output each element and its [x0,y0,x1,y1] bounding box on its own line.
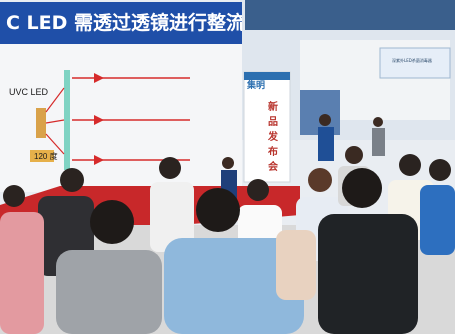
ray-arrow [94,73,104,83]
ray-line [45,87,65,113]
ceiling [245,0,455,30]
ray-line [45,119,65,124]
ray-arrow [94,115,104,125]
angle-box [30,150,54,162]
booth-sign: 深紫外LED杀菌消毒器 [392,58,432,63]
audience-front [0,168,418,334]
booth-sign-board [379,47,451,79]
led-source [36,108,46,138]
ray-arrow [94,155,104,165]
slide-header [0,2,242,44]
ray-line [45,133,65,155]
banner-stand [243,71,291,183]
uvc-led-label: UVC LED [9,87,49,97]
banner-top-stripe [244,72,290,80]
banner-brand: 集明 [247,81,266,91]
lens-bar [64,70,70,170]
angle-label: 120 度 [34,152,58,161]
banner-text: 新品发布会 [268,102,278,173]
slide-title: C LED 需透过透镜进行整流: [6,12,242,34]
